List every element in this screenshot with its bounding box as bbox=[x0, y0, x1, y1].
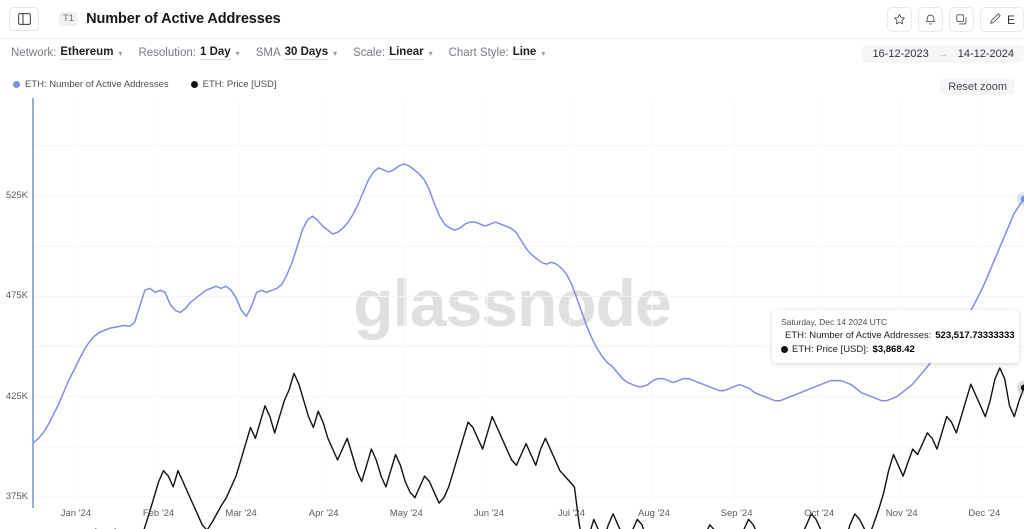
control-network-label: Network: bbox=[11, 47, 57, 59]
chart-controls: Network: Ethereum ▾ Resolution: 1 Day ▾ … bbox=[11, 46, 545, 60]
tooltip-key: ETH: Price [USD]: bbox=[792, 343, 869, 355]
legend-label: ETH: Price [USD] bbox=[202, 79, 277, 90]
legend-item-price[interactable]: ETH: Price [USD] bbox=[190, 79, 277, 90]
control-sma-label: SMA bbox=[255, 47, 281, 59]
tier-badge: T1 bbox=[59, 12, 79, 26]
date-range-end: 14-12-2024 bbox=[957, 48, 1014, 60]
control-network[interactable]: Network: Ethereum ▾ bbox=[11, 46, 122, 60]
y-axis-tick: 525K bbox=[5, 190, 28, 201]
control-network-value: Ethereum bbox=[60, 46, 114, 60]
panel-layout-icon[interactable] bbox=[9, 7, 39, 31]
date-range-picker[interactable]: 16-12-2023 → 14-12-2024 bbox=[862, 45, 1024, 63]
chevron-down-icon: ▾ bbox=[118, 48, 123, 58]
chevron-down-icon: ▾ bbox=[541, 48, 546, 58]
y-axis-tick: 425K bbox=[5, 390, 28, 402]
chevron-down-icon: ▾ bbox=[333, 48, 338, 58]
control-chart-style-value: Line bbox=[512, 46, 537, 60]
control-resolution[interactable]: Resolution: 1 Day ▾ bbox=[138, 46, 240, 60]
control-scale-value: Linear bbox=[389, 46, 424, 60]
x-axis-tick: Nov '24 bbox=[885, 508, 918, 519]
x-axis-tick: May '24 bbox=[389, 508, 423, 519]
control-resolution-value: 1 Day bbox=[199, 46, 231, 60]
control-chart-style[interactable]: Chart Style: Line ▾ bbox=[448, 46, 546, 60]
tooltip-value: $3,868.42 bbox=[872, 343, 915, 355]
x-axis-tick: Jun '24 bbox=[473, 508, 505, 519]
control-sma[interactable]: SMA 30 Days ▾ bbox=[256, 46, 337, 60]
chart-svg bbox=[32, 98, 1024, 529]
alert-button[interactable] bbox=[917, 7, 943, 32]
x-axis-tick: Dec '24 bbox=[968, 508, 1001, 519]
page-title: Number of Active Addresses bbox=[86, 11, 281, 27]
chart-tooltip: Saturday, Dec 14 2024 UTC ETH: Number of… bbox=[772, 310, 1019, 364]
duplicate-button[interactable] bbox=[948, 7, 974, 32]
x-axis-tick: Feb '24 bbox=[142, 508, 175, 519]
legend-item-active-addresses[interactable]: ETH: Number of Active Addresses bbox=[13, 79, 169, 90]
edit-button-label: E bbox=[1006, 12, 1015, 27]
pencil-icon bbox=[989, 12, 1002, 28]
y-axis-tick: 475K bbox=[5, 290, 28, 302]
control-chart-style-label: Chart Style: bbox=[448, 47, 509, 59]
tooltip-key: ETH: Number of Active Addresses: bbox=[785, 330, 932, 342]
x-axis-tick: Jul '24 bbox=[557, 508, 586, 519]
x-axis-tick: Mar '24 bbox=[225, 508, 257, 519]
legend-dot-icon bbox=[190, 81, 198, 88]
chevron-down-icon: ▾ bbox=[235, 48, 240, 58]
x-axis-tick: Jan '24 bbox=[60, 508, 92, 519]
app-header: T1 Number of Active Addresses bbox=[0, 0, 1024, 39]
x-axis-tick: Oct '24 bbox=[804, 508, 835, 519]
date-range-start: 16-12-2023 bbox=[872, 48, 929, 60]
chart-plot-area[interactable]: glassnode 525K 475K 425K 375K Jan '24 Feb '2… bbox=[0, 98, 1024, 529]
x-axis-tick: Sep '24 bbox=[720, 508, 753, 519]
chevron-down-icon: ▾ bbox=[428, 48, 433, 58]
x-axis-tick: Apr '24 bbox=[308, 508, 339, 519]
control-resolution-label: Resolution: bbox=[138, 47, 196, 59]
tooltip-date: Saturday, Dec 14 2024 UTC bbox=[781, 317, 888, 327]
control-sma-value: 30 Days bbox=[284, 46, 329, 60]
tooltip-value: 523,517.73333333 bbox=[935, 330, 1015, 342]
tooltip-row-price: ETH: Price [USD]: $3,868.42 bbox=[781, 343, 1010, 356]
arrow-right-icon: → bbox=[937, 48, 949, 60]
reset-zoom-button[interactable]: Reset zoom bbox=[940, 79, 1015, 95]
tooltip-dot-icon bbox=[781, 345, 788, 353]
chart-legend: ETH: Number of Active Addresses ETH: Pri… bbox=[13, 79, 277, 90]
y-axis-tick: 375K bbox=[5, 491, 28, 502]
edit-button[interactable]: E bbox=[979, 7, 1024, 32]
control-scale-label: Scale: bbox=[353, 47, 386, 59]
tooltip-row-addresses: ETH: Number of Active Addresses: 523,517… bbox=[781, 329, 1015, 342]
x-axis-tick: Aug '24 bbox=[638, 508, 670, 519]
control-scale[interactable]: Scale: Linear ▾ bbox=[353, 46, 433, 60]
favorite-button[interactable] bbox=[886, 7, 912, 32]
header-actions: E bbox=[886, 7, 1024, 32]
legend-dot-icon bbox=[13, 81, 20, 88]
legend-label: ETH: Number of Active Addresses bbox=[25, 79, 169, 90]
